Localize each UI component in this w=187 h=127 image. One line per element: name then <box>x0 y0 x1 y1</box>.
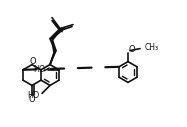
Text: CH₃: CH₃ <box>145 43 159 52</box>
Text: O: O <box>129 45 136 54</box>
Text: O: O <box>29 95 35 104</box>
Text: HO: HO <box>34 65 46 74</box>
Text: O: O <box>30 57 36 66</box>
Text: HO: HO <box>28 91 40 100</box>
